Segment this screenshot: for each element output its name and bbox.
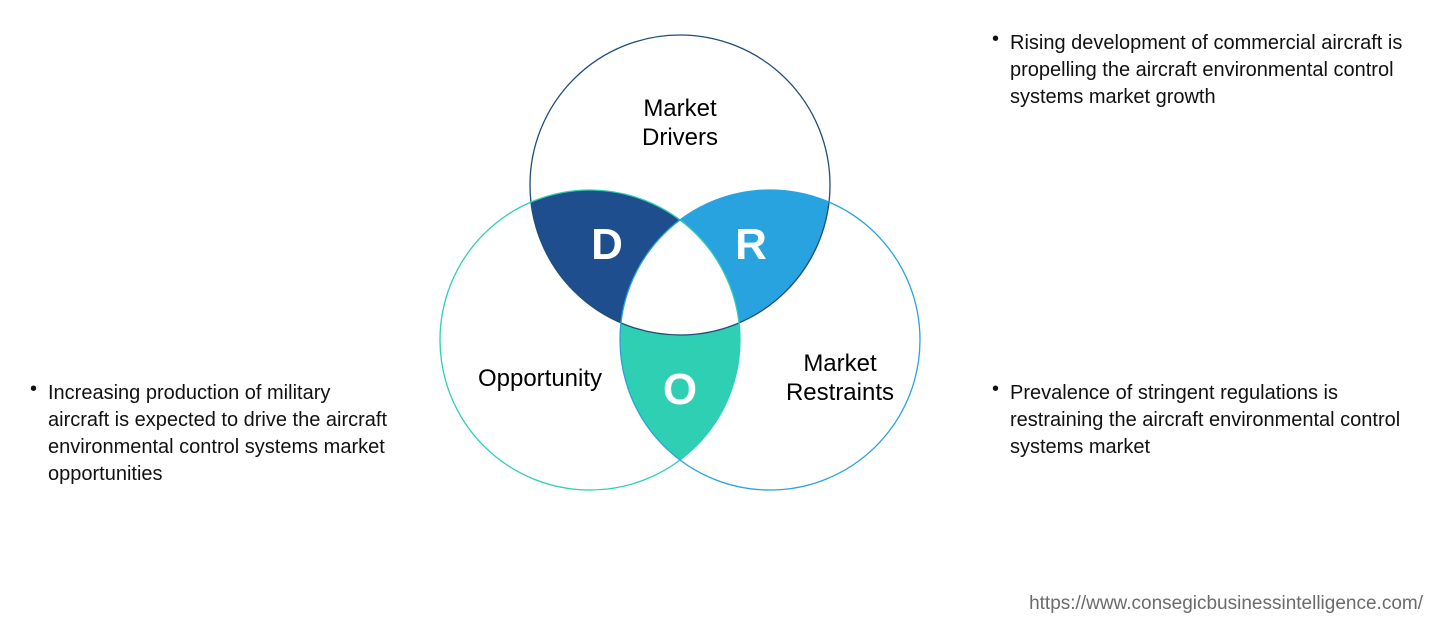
bullet-opportunity: Increasing production of military aircra… <box>48 380 388 488</box>
venn-diagram-canvas: Market Drivers Opportunity Market Restra… <box>0 0 1453 633</box>
venn-label-restraints-line1: Market <box>803 350 876 377</box>
venn-letter-D: D <box>582 220 632 270</box>
venn-label-restraints-line2: Restraints <box>786 379 894 406</box>
venn-label-drivers: Market Drivers <box>600 95 760 153</box>
venn-label-opportunity: Opportunity <box>440 365 640 394</box>
venn-label-drivers-line2: Drivers <box>642 124 718 151</box>
venn-letter-R: R <box>726 220 776 270</box>
venn-label-restraints: Market Restraints <box>750 350 930 408</box>
footer-url: https://www.consegicbusinessintelligence… <box>1029 593 1423 615</box>
venn-label-drivers-line1: Market <box>643 95 716 122</box>
venn-letter-O: O <box>655 365 705 415</box>
bullet-drivers: Rising development of commercial aircraf… <box>1010 30 1420 111</box>
bullet-restraints: Prevalence of stringent regulations is r… <box>1010 380 1410 461</box>
